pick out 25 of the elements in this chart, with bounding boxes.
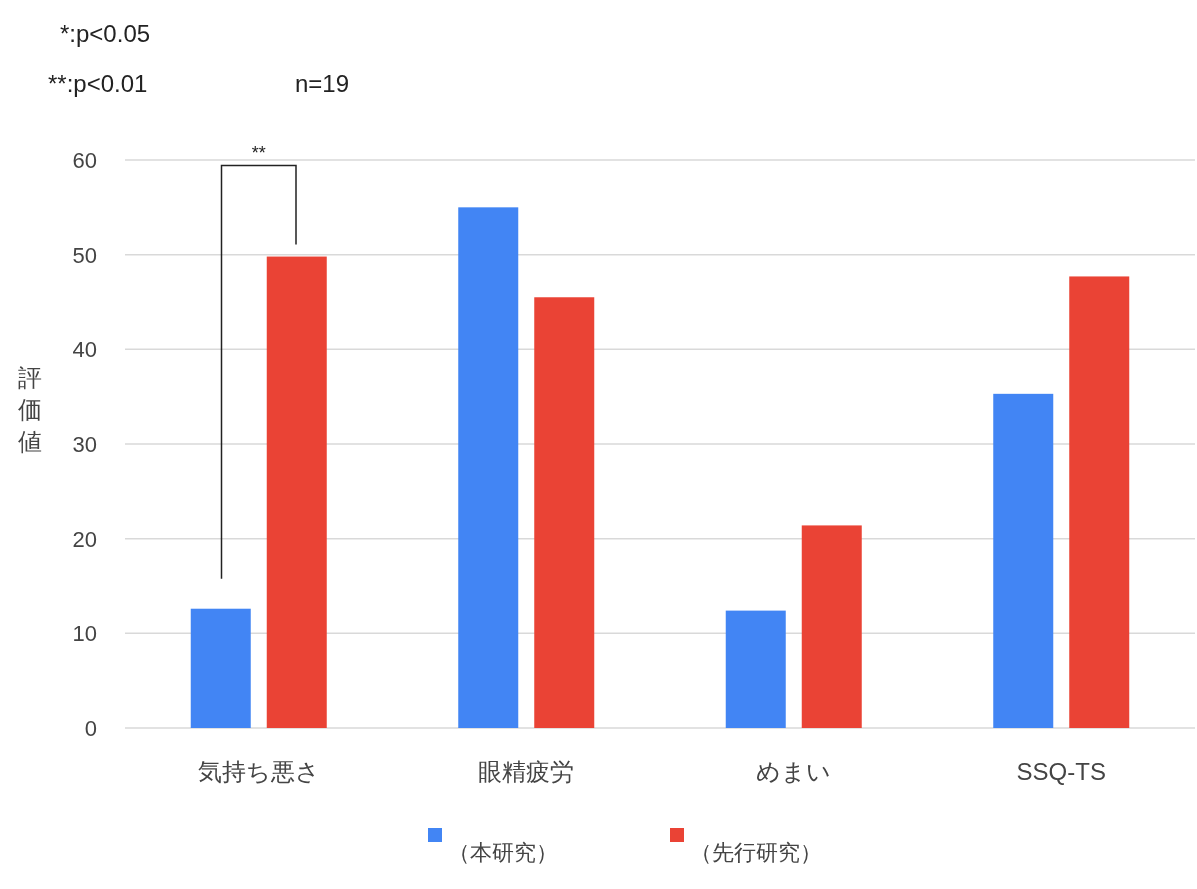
y-tick-label: 20 bbox=[72, 526, 97, 552]
legend-label: （本研究） bbox=[448, 840, 558, 865]
bar bbox=[725, 610, 786, 728]
bar bbox=[458, 207, 519, 728]
y-tick-label: 10 bbox=[72, 621, 97, 647]
bar bbox=[993, 393, 1054, 728]
bar bbox=[1069, 276, 1130, 728]
x-tick-label: SSQ-TS bbox=[1016, 758, 1106, 785]
text: **:p<0.01 bbox=[48, 70, 148, 97]
y-tick-label: 50 bbox=[72, 242, 97, 268]
bar bbox=[534, 297, 595, 728]
bar bbox=[801, 525, 862, 728]
y-tick-label: 30 bbox=[72, 432, 97, 457]
y-tick-label: 0 bbox=[84, 716, 97, 741]
x-tick-label: 気持ち悪さ bbox=[197, 758, 320, 785]
bar bbox=[190, 608, 251, 728]
x-tick-label: めまい bbox=[756, 758, 832, 785]
x-tick-label: 眼精疲労 bbox=[478, 758, 575, 785]
text: *:p<0.05 bbox=[60, 20, 151, 47]
legend-label: （先行研究） bbox=[690, 840, 822, 865]
annotation: ** bbox=[251, 142, 266, 163]
y-axis-title: 評価値 bbox=[18, 364, 42, 455]
y-tick-label: 40 bbox=[72, 337, 97, 363]
text: n=19 bbox=[295, 70, 350, 97]
y-tick-label: 60 bbox=[72, 148, 97, 173]
